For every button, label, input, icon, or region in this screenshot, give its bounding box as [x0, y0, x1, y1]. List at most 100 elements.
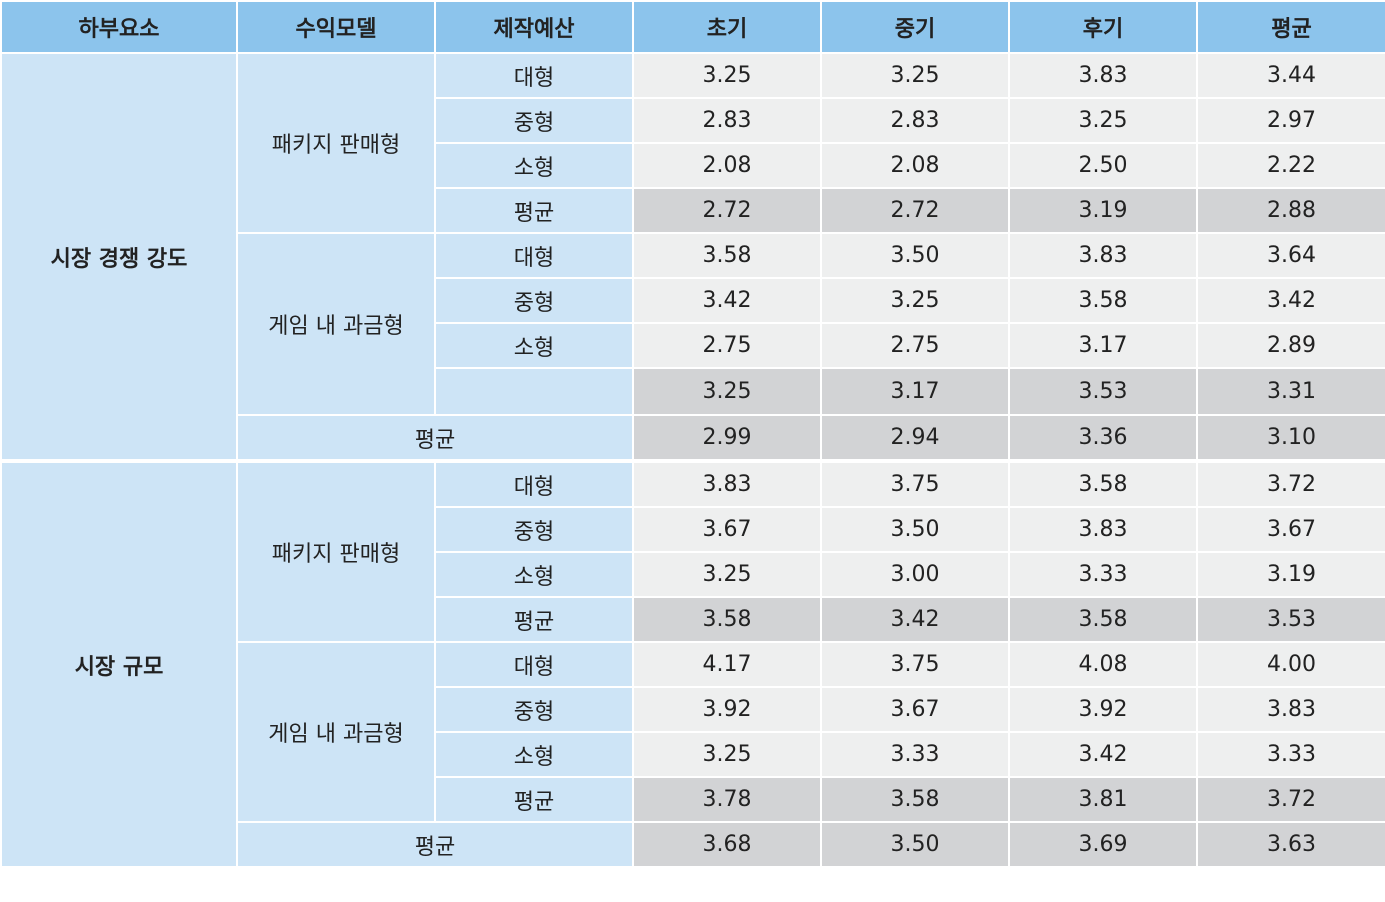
budget-cell: 소형 — [434, 731, 634, 778]
value-cell: 3.25 — [632, 52, 822, 99]
group-average-label: 평균 — [236, 414, 634, 462]
budget-cell: 평균 — [434, 776, 634, 823]
value-cell: 3.25 — [820, 52, 1010, 99]
value-cell: 3.33 — [1008, 551, 1198, 598]
average-value-cell: 3.81 — [1008, 776, 1198, 823]
value-cell: 3.42 — [1196, 277, 1385, 324]
value-cell: 3.92 — [632, 686, 822, 733]
value-cell: 3.25 — [632, 731, 822, 778]
value-cell: 3.67 — [820, 686, 1010, 733]
value-cell: 3.64 — [1196, 232, 1385, 279]
value-cell: 3.00 — [820, 551, 1010, 598]
value-cell: 3.67 — [1196, 506, 1385, 553]
value-cell: 2.75 — [820, 322, 1010, 369]
value-cell: 3.17 — [1008, 322, 1198, 369]
average-value-cell: 3.53 — [1196, 596, 1385, 643]
value-cell: 3.92 — [1008, 686, 1198, 733]
average-value-cell: 3.17 — [820, 367, 1010, 416]
table-row: 소형 3.25 3.00 3.33 3.19 — [1, 551, 1385, 598]
budget-cell: 대형 — [434, 641, 634, 688]
average-value-cell: 3.42 — [820, 596, 1010, 643]
value-cell: 2.22 — [1196, 142, 1385, 189]
average-value-cell: 3.63 — [1196, 821, 1385, 868]
value-cell: 3.75 — [820, 641, 1010, 688]
value-cell: 2.83 — [820, 97, 1010, 144]
value-cell: 3.83 — [1196, 686, 1385, 733]
value-cell: 2.83 — [632, 97, 822, 144]
average-value-cell: 3.50 — [820, 821, 1010, 868]
value-cell: 3.42 — [632, 277, 822, 324]
table-row: 게임 내 과금형 대형 4.17 3.75 4.08 4.00 — [1, 641, 1385, 823]
table-row: 평균 3.68 3.50 3.69 3.63 — [1, 821, 1385, 868]
header-mid: 중기 — [820, 0, 1010, 54]
value-cell: 3.33 — [1196, 731, 1385, 778]
average-value-cell: 3.58 — [632, 596, 822, 643]
value-cell: 3.33 — [820, 731, 1010, 778]
value-cell: 3.83 — [1008, 506, 1198, 553]
table-row: 소형 3.25 3.33 3.42 3.33 — [1, 731, 1385, 778]
header-revenue-model: 수익모델 — [236, 0, 436, 54]
average-value-cell: 3.36 — [1008, 414, 1198, 462]
value-cell: 2.08 — [632, 142, 822, 189]
header-average: 평균 — [1196, 0, 1385, 54]
average-value-cell: 2.72 — [820, 187, 1010, 234]
value-cell: 3.25 — [632, 551, 822, 598]
value-cell: 3.42 — [1008, 731, 1198, 778]
average-value-cell: 2.72 — [632, 187, 822, 234]
value-cell: 3.19 — [1196, 551, 1385, 598]
table-row: 3.25 3.17 3.53 3.31 — [1, 367, 1385, 416]
table-row: 중형 3.92 3.67 3.92 3.83 — [1, 686, 1385, 733]
value-cell: 3.50 — [820, 232, 1010, 279]
table-row: 시장 경쟁 강도 패키지 판매형 대형 3.25 3.25 3.83 3.44 — [0, 52, 1385, 462]
average-value-cell: 3.58 — [820, 776, 1010, 823]
budget-cell: 소형 — [434, 142, 634, 189]
model-label: 게임 내 과금형 — [236, 232, 436, 416]
value-cell: 2.89 — [1196, 322, 1385, 369]
budget-cell: 평균 — [434, 187, 634, 234]
header-subcomponent: 하부요소 — [0, 0, 238, 54]
value-cell: 3.25 — [820, 277, 1010, 324]
value-cell: 3.44 — [1196, 52, 1385, 99]
budget-cell: 중형 — [434, 277, 634, 324]
header-row: 하부요소 수익모델 제작예산 초기 중기 후기 평균 — [0, 0, 1385, 54]
header-budget: 제작예산 — [434, 0, 634, 54]
average-value-cell: 2.94 — [820, 414, 1010, 462]
value-cell: 4.08 — [1008, 641, 1198, 688]
model-label: 패키지 판매형 — [236, 459, 436, 643]
value-cell: 3.75 — [820, 459, 1010, 508]
value-cell: 3.83 — [632, 459, 822, 508]
value-cell: 3.25 — [1008, 97, 1198, 144]
model-label: 게임 내 과금형 — [236, 641, 436, 823]
table-row: 소형 2.75 2.75 3.17 2.89 — [1, 322, 1385, 369]
budget-cell: 대형 — [434, 52, 634, 99]
budget-cell: 대형 — [434, 459, 634, 508]
average-value-cell: 3.31 — [1196, 367, 1385, 416]
value-cell: 3.67 — [632, 506, 822, 553]
value-cell: 4.00 — [1196, 641, 1385, 688]
average-value-cell: 3.69 — [1008, 821, 1198, 868]
evaluation-table: 하부요소 수익모델 제작예산 초기 중기 후기 평균 시장 경쟁 강도 패키지 … — [0, 0, 1385, 868]
budget-cell: 평균 — [434, 596, 634, 643]
average-value-cell: 2.99 — [632, 414, 822, 462]
value-cell: 3.58 — [1008, 459, 1198, 508]
table-row: 게임 내 과금형 대형 3.58 3.50 3.83 3.64 — [1, 232, 1385, 416]
average-value-cell: 3.10 — [1196, 414, 1385, 462]
group-label: 시장 규모 — [0, 459, 238, 868]
value-cell: 3.58 — [1008, 277, 1198, 324]
budget-cell: 소형 — [434, 551, 634, 598]
budget-cell: 소형 — [434, 322, 634, 369]
average-value-cell: 3.19 — [1008, 187, 1198, 234]
budget-cell: 중형 — [434, 506, 634, 553]
table-row: 평균 2.72 2.72 3.19 2.88 — [1, 187, 1385, 234]
header-late: 후기 — [1008, 0, 1198, 54]
budget-cell — [434, 367, 634, 416]
value-cell: 2.97 — [1196, 97, 1385, 144]
value-cell: 3.83 — [1008, 232, 1198, 279]
value-cell: 2.75 — [632, 322, 822, 369]
average-value-cell: 3.58 — [1008, 596, 1198, 643]
table-row: 평균 3.78 3.58 3.81 3.72 — [1, 776, 1385, 823]
model-label: 패키지 판매형 — [236, 52, 436, 234]
value-cell: 3.83 — [1008, 52, 1198, 99]
budget-cell: 중형 — [434, 97, 634, 144]
value-cell: 3.50 — [820, 506, 1010, 553]
